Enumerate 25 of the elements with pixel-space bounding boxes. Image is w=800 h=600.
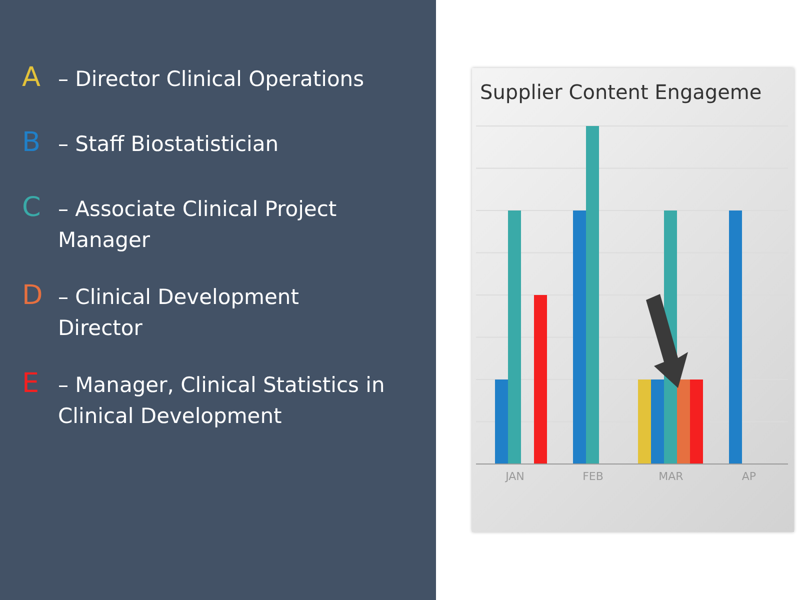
text: D [22,280,44,311]
bar [586,126,599,464]
bar [638,380,651,464]
chart-title: Supplier Content Engageme [479,79,763,104]
bar [651,380,664,464]
text: – Clinical Development Director [57,284,300,342]
text: – Manager, Clinical Statistics in Clinical Development [57,372,386,430]
bar [534,295,547,464]
x-tick-label: MAR [658,470,684,483]
text: B [22,127,42,158]
x-tick-label: AP [742,470,756,483]
text: – Associate Clinical Project Manager [57,196,338,254]
x-tick-label: JAN [504,470,524,483]
bar [508,210,521,464]
bar [677,380,690,464]
text: – Director Clinical Operations [57,66,364,93]
text: A [22,62,42,93]
bar [573,210,586,464]
text: – Staff Biostatistician [57,131,279,158]
text: E [22,368,40,399]
bar [729,210,742,464]
bar [690,380,703,464]
x-tick-label: FEB [582,470,604,483]
text: C [22,192,42,223]
bar [495,380,508,464]
